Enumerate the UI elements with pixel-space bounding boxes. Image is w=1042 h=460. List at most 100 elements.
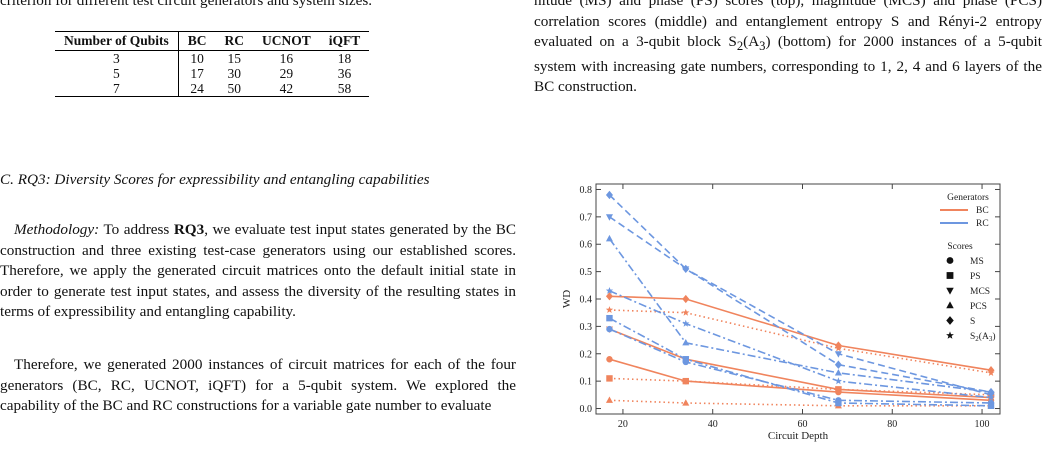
data-point — [682, 399, 690, 406]
data-point — [606, 314, 613, 322]
section-heading: C. RQ3: Diversity Scores for expressibil… — [0, 171, 430, 188]
data-point — [605, 286, 614, 294]
data-point — [682, 264, 690, 274]
table-cell: 29 — [279, 66, 294, 81]
data-point — [835, 399, 842, 407]
y-axis-label: WD — [561, 290, 573, 308]
table-header-cell: iQFT — [319, 31, 370, 51]
legend-generator-label: BC — [976, 206, 989, 216]
data-point — [682, 308, 690, 316]
series-line — [608, 238, 992, 393]
caption-math-a: (A — [743, 33, 760, 50]
paragraph-text: Therefore, we generated 2000 instances o… — [0, 356, 516, 414]
data-point — [605, 396, 613, 403]
y-tick-label: 0.5 — [580, 267, 593, 278]
data-point — [605, 234, 613, 242]
data-point — [682, 356, 689, 363]
data-point — [682, 338, 690, 346]
table-row: 5 17 30 29 36 — [55, 66, 369, 81]
x-axis-label: Circuit Depth — [768, 430, 829, 442]
series-line — [609, 309, 992, 374]
data-point — [834, 344, 843, 352]
x-tick-label: 20 — [618, 419, 628, 430]
figure-caption: nitude (MS) and phase (PS) scores (top),… — [534, 0, 1042, 98]
caption-line: entropy S and Rényi-2 entropy evaluated … — [534, 12, 1042, 51]
table-row: 7 24 50 42 58 — [55, 81, 370, 97]
series-rc-ps — [606, 314, 995, 409]
paragraph-bold: RQ3 — [173, 221, 205, 238]
qubits-table: Number of Qubits BC RC UCNOT iQFT 3 10 1… — [55, 31, 370, 97]
legend-marker — [946, 272, 954, 279]
paragraph-generators: Therefore, we generated 2000 instances o… — [0, 355, 516, 417]
table-cell: 58 — [319, 81, 370, 97]
legend-marker — [946, 301, 954, 309]
table-header-cell: RC — [215, 31, 254, 51]
series-line — [609, 216, 992, 396]
table-cell: 17 — [190, 66, 204, 81]
legend-marker — [946, 316, 954, 325]
chart-legend: Generators BC RC Scores MS PS MCS PCS S S2(A3) — [940, 193, 996, 343]
series-bc-mcs — [605, 326, 995, 402]
x-tick-label: 80 — [887, 419, 897, 430]
series-line — [609, 358, 992, 402]
legend-marker — [946, 287, 954, 295]
data-point — [606, 375, 613, 382]
legend-marker — [946, 331, 954, 339]
table-cell: 10 — [190, 51, 204, 66]
data-point — [605, 214, 613, 221]
y-tick-label: 0.4 — [580, 295, 593, 306]
table-cell: 3 — [55, 50, 179, 66]
table-cell: 24 — [178, 81, 216, 97]
series-bc-s2a3 — [605, 306, 995, 377]
series-rc-mcs — [605, 214, 995, 399]
paragraph-text: To address — [99, 221, 174, 238]
table-cell: 42 — [253, 81, 320, 97]
series-line — [609, 377, 992, 396]
legend-score-label: MS — [970, 257, 984, 267]
y-tick-label: 0.2 — [580, 349, 593, 360]
caption-line: nitude (MS) and phase (PS) scores (top),… — [534, 0, 926, 9]
series-line — [609, 295, 992, 371]
table-header-cell: BC — [178, 31, 216, 51]
data-point — [606, 356, 613, 363]
caption-line: increasing gate numbers, corresponding t… — [613, 57, 1001, 75]
table-cell: 16 — [279, 51, 294, 66]
table-cell: 50 — [215, 81, 254, 97]
y-tick-label: 0.3 — [580, 322, 593, 333]
caption-sub: 3 — [759, 39, 766, 54]
paragraph-methodology: Methodology: To address RQ3, we evaluate… — [0, 220, 516, 323]
y-tick-label: 0.0 — [580, 404, 593, 415]
y-tick-label: 0.1 — [580, 377, 593, 388]
x-tick-label: 60 — [797, 419, 807, 430]
caption-sub: 2 — [736, 39, 744, 54]
y-tick-label: 0.8 — [580, 185, 593, 196]
caption-line: and phase (PCS) correlation scores (midd… — [534, 0, 1042, 30]
data-point — [682, 294, 690, 304]
data-point — [605, 190, 613, 200]
legend-score-label: PS — [970, 272, 981, 282]
series-rc-s — [605, 190, 995, 397]
legend-score-label: PCS — [970, 302, 987, 312]
chart-series — [605, 190, 995, 409]
data-point — [682, 319, 690, 327]
caption-math-s: S — [728, 33, 737, 50]
data-point — [834, 351, 842, 358]
caption-line: ) (bottom) for 2000 instances of a 5-qub… — [534, 33, 1042, 75]
data-point — [834, 369, 842, 376]
y-tick-label: 0.6 — [580, 240, 593, 251]
data-point — [987, 387, 995, 397]
table-cell: 15 — [227, 51, 242, 66]
caption-line: of the BC construction. — [534, 57, 1042, 96]
data-point — [834, 386, 842, 394]
table-header-cell: UCNOT — [253, 31, 320, 51]
paragraph-text: , we evaluate test input states generate… — [0, 221, 516, 320]
series-line — [609, 328, 992, 399]
series-line — [609, 317, 992, 407]
legend-score-label: S2(A3) — [970, 331, 996, 343]
data-point — [605, 306, 614, 314]
wd-line-chart: 20 40 60 80 100 0.0 0.1 0.2 0.3 0.4 0.5 0.6 0.7 0.8 Ci… — [561, 183, 1001, 442]
legend-scores-title: Scores — [947, 242, 973, 252]
legend-generator-label: RC — [976, 219, 989, 229]
legend-score-label: S — [970, 317, 975, 327]
data-point — [987, 369, 995, 377]
